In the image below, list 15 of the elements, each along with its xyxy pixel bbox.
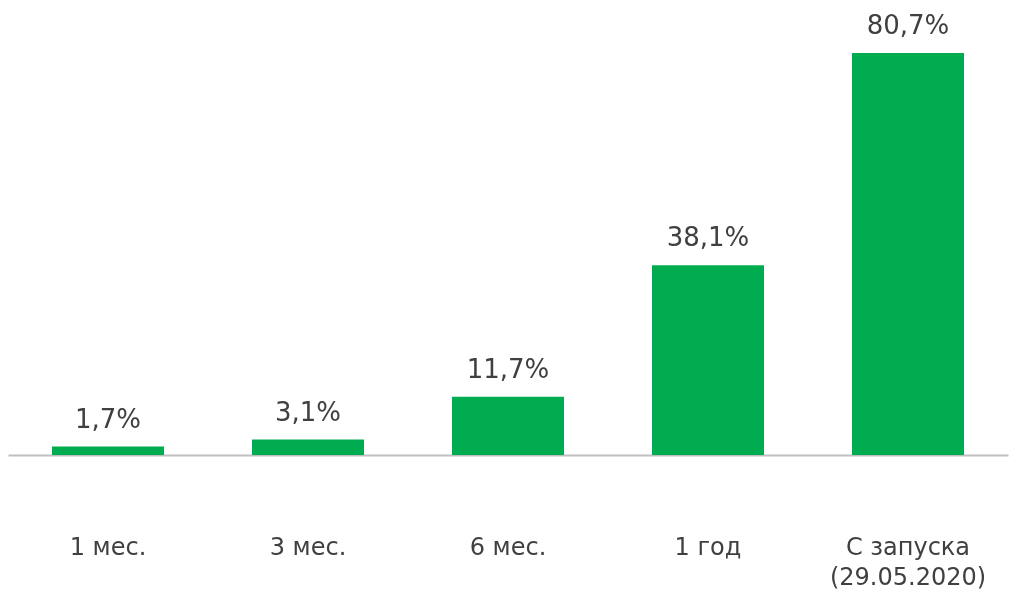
data-label: 3,1% — [274, 396, 342, 427]
x-tick-label: 3 мес. — [269, 532, 347, 561]
x-tick-label: 6 мес. — [469, 532, 547, 561]
bar — [52, 446, 164, 455]
data-label: 38,1% — [666, 222, 750, 253]
x-tick-label: С запуска (29.05.2020) — [829, 532, 987, 591]
data-label: 11,7% — [466, 353, 550, 384]
x-tick-label: 1 мес. — [69, 532, 147, 561]
bar — [252, 439, 364, 455]
data-label: 80,7% — [866, 10, 950, 40]
bar — [652, 265, 764, 455]
bar — [852, 53, 964, 455]
data-label: 1,7% — [74, 403, 142, 434]
x-tick-label: 1 год — [674, 532, 742, 561]
bar — [452, 396, 564, 455]
